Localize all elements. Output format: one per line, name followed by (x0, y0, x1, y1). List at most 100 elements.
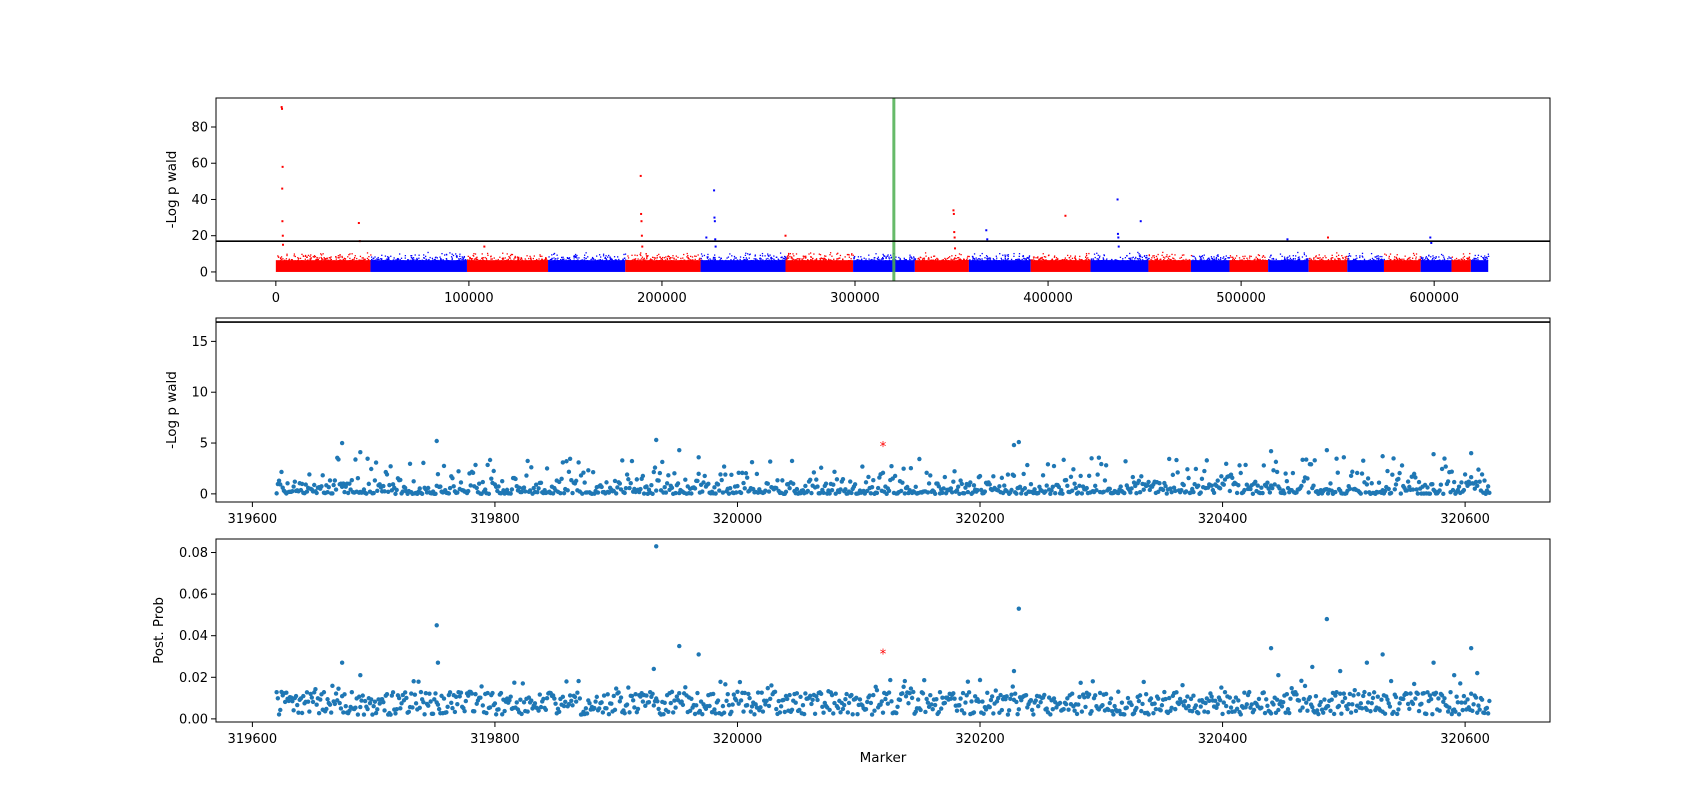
chromosome-band (1383, 260, 1421, 272)
snp-point (1393, 256, 1396, 258)
marker-point (606, 712, 612, 717)
marker-point (644, 484, 649, 489)
marker-point (1367, 691, 1372, 697)
snp-point (280, 256, 283, 258)
marker-point (869, 484, 875, 490)
snp-point (1332, 257, 1334, 259)
snp-point (359, 255, 362, 258)
marker-point (1158, 708, 1163, 713)
snp-point (464, 258, 467, 261)
marker-point (282, 699, 288, 705)
marker-point (416, 679, 421, 684)
snp-point (1311, 260, 1313, 262)
marker-point (1057, 700, 1063, 706)
marker-point (1487, 698, 1492, 704)
snp-point (418, 257, 420, 259)
snp-point (1386, 259, 1389, 262)
snp-point (698, 258, 700, 261)
snp-point (442, 259, 444, 261)
snp-point (885, 260, 887, 262)
snp-point (624, 259, 627, 261)
snp-point (510, 259, 512, 261)
snp-point (918, 258, 920, 260)
snp-point (819, 258, 821, 260)
snp-point (972, 257, 974, 259)
snp-point (1180, 256, 1183, 259)
marker-point (458, 480, 464, 485)
posterior-prob-x-tick-label: 320200 (955, 732, 1005, 747)
snp-point (1388, 255, 1390, 258)
marker-point (1157, 481, 1162, 486)
zoom-pvalue-x-tick-label: 320200 (955, 512, 1005, 527)
snp-point (1313, 257, 1315, 259)
marker-point (484, 710, 489, 716)
snp-point (543, 259, 545, 261)
snp-point (374, 256, 376, 258)
genome-wide-x-tick-label: 200000 (637, 291, 687, 306)
snp-point (389, 260, 391, 262)
marker-point (513, 476, 518, 482)
marker-point (1472, 486, 1478, 491)
snp-point (297, 257, 299, 259)
snp-point (788, 253, 790, 255)
snp-point (661, 257, 663, 260)
genome-wide-y-tick-label: 0 (200, 265, 208, 280)
marker-point (1433, 690, 1439, 696)
marker-point (1477, 707, 1482, 712)
snp-point (1381, 260, 1383, 262)
marker-point (399, 701, 404, 706)
marker-point (657, 470, 663, 476)
snp-point (985, 255, 988, 257)
snp-point (565, 259, 567, 261)
marker-point (1036, 703, 1041, 709)
snp-point (1305, 259, 1308, 261)
snp-point (1231, 259, 1233, 262)
snp-point (789, 252, 792, 255)
marker-point (1283, 471, 1288, 476)
marker-point (1044, 483, 1049, 488)
snp-point (1122, 258, 1124, 260)
marker-point (327, 702, 333, 707)
snp-point (642, 258, 644, 260)
snp-point (966, 260, 969, 262)
marker-point (1156, 696, 1161, 701)
marker-point (470, 470, 476, 476)
snp-point (680, 259, 682, 262)
snp-point (1185, 258, 1187, 261)
snp-point (1266, 260, 1269, 262)
snp-point (804, 260, 806, 262)
marker-point (640, 699, 646, 704)
marker-point (1442, 696, 1447, 701)
zoom-pvalue-plot-frame (215, 317, 1551, 503)
snp-point (358, 259, 360, 261)
snp-point (456, 256, 458, 259)
posterior-prob-panel: * 319600 319800 320000 320200 320400 320600 0… (151, 538, 1551, 766)
snp-point (1389, 253, 1392, 255)
snp-point (966, 257, 969, 259)
snp-point (1201, 255, 1203, 258)
marker-point (775, 478, 780, 483)
snp-point (640, 254, 642, 257)
snp-point (663, 257, 666, 259)
snp-point (446, 259, 448, 261)
marker-point (683, 477, 688, 482)
snp-point (622, 259, 625, 261)
peak-point (1117, 236, 1120, 239)
snp-point (612, 260, 615, 262)
marker-point (829, 692, 835, 698)
snp-point (744, 254, 747, 256)
marker-point (384, 472, 390, 477)
marker-point (915, 697, 921, 702)
snp-point (1359, 260, 1361, 262)
snp-point (464, 260, 466, 262)
snp-point (768, 260, 770, 262)
marker-point (1265, 480, 1270, 485)
snp-point (831, 255, 833, 257)
marker-point (1137, 693, 1143, 698)
marker-point (991, 711, 996, 716)
marker-point (680, 702, 686, 708)
marker-point (695, 478, 700, 484)
snp-point (509, 257, 511, 259)
marker-point (336, 686, 341, 691)
snp-point (474, 253, 477, 255)
